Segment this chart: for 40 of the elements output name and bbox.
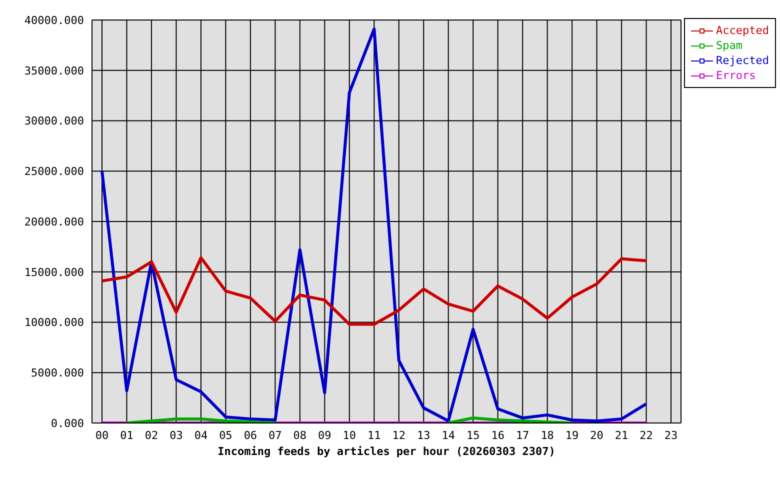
y-tick-label: 10000.000 <box>24 316 84 330</box>
x-tick-label: 16 <box>491 428 504 442</box>
y-tick-label: 35000.000 <box>24 64 84 78</box>
y-tick-label: 0.000 <box>50 416 84 430</box>
x-tick-label: 04 <box>194 428 208 442</box>
x-tick-label: 13 <box>416 428 430 442</box>
legend-label: Spam <box>716 38 743 53</box>
x-tick-label: 10 <box>342 428 356 442</box>
x-axis-title: Incoming feeds by articles per hour (20260303 2307) <box>218 445 556 458</box>
y-tick-label: 15000.000 <box>24 266 84 279</box>
legend-label: Accepted <box>716 23 769 38</box>
x-tick-label: 00 <box>95 428 109 442</box>
x-tick-label: 11 <box>368 428 381 442</box>
y-tick-label: 20000.000 <box>24 215 84 228</box>
legend-label: Rejected <box>716 53 769 68</box>
x-tick-label: 17 <box>516 428 530 442</box>
y-tick-label: 30000.000 <box>24 114 84 128</box>
x-tick-label: 02 <box>144 428 158 442</box>
x-tick-label: 22 <box>640 428 653 442</box>
x-tick-label: 23 <box>664 428 678 442</box>
y-tick-label: 25000.000 <box>24 165 84 178</box>
line-series <box>100 28 648 422</box>
line-series <box>100 256 648 326</box>
x-tick-label: 15 <box>466 428 480 442</box>
x-tick-label: 12 <box>392 428 406 442</box>
x-tick-label: 03 <box>170 428 183 442</box>
x-tick-label: 14 <box>442 428 456 442</box>
x-tick-label: 05 <box>219 428 232 442</box>
legend-label: Errors <box>716 68 756 83</box>
x-tick-label: 21 <box>614 428 628 442</box>
y-tick-label: 40000.000 <box>24 14 84 27</box>
x-tick-label: 18 <box>540 428 554 442</box>
x-tick-label: 01 <box>120 428 134 442</box>
x-tick-label: 20 <box>590 428 604 442</box>
y-tick-label: 5000.000 <box>31 366 84 380</box>
x-tick-label: 07 <box>268 428 282 442</box>
x-tick-label: 06 <box>244 428 258 442</box>
x-tick-label: 08 <box>293 428 307 442</box>
x-tick-label: 19 <box>565 428 579 442</box>
x-tick-label: 09 <box>318 428 332 442</box>
